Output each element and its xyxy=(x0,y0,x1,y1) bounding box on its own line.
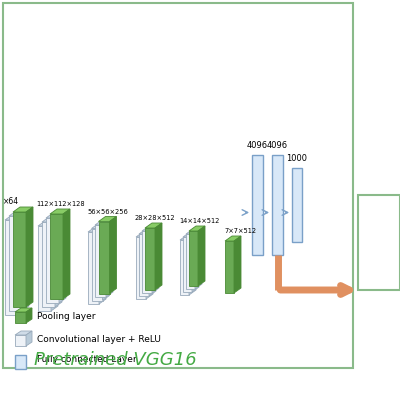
Polygon shape xyxy=(55,217,62,307)
Text: 56×56×256: 56×56×256 xyxy=(87,208,128,214)
Polygon shape xyxy=(155,223,162,290)
Bar xyxy=(272,155,283,255)
Text: ×64: ×64 xyxy=(3,197,19,206)
Polygon shape xyxy=(152,226,159,293)
Polygon shape xyxy=(26,207,33,307)
Bar xyxy=(292,168,302,242)
Polygon shape xyxy=(106,220,113,297)
Polygon shape xyxy=(186,234,195,289)
Polygon shape xyxy=(51,221,58,311)
Polygon shape xyxy=(98,222,110,294)
Polygon shape xyxy=(18,215,25,315)
Text: 7×7×512: 7×7×512 xyxy=(224,228,256,234)
Polygon shape xyxy=(92,228,102,300)
Polygon shape xyxy=(198,226,205,286)
Polygon shape xyxy=(145,223,162,228)
Polygon shape xyxy=(139,234,149,296)
Text: 28×28×512: 28×28×512 xyxy=(135,215,176,221)
Polygon shape xyxy=(50,214,63,299)
Text: 112×112×128: 112×112×128 xyxy=(36,201,85,207)
Polygon shape xyxy=(195,229,202,289)
Polygon shape xyxy=(180,240,189,295)
Bar xyxy=(252,155,263,255)
Text: Pretrained VGG16: Pretrained VGG16 xyxy=(34,351,196,369)
Text: 4096: 4096 xyxy=(267,141,288,150)
Polygon shape xyxy=(149,229,156,296)
Text: 1000: 1000 xyxy=(286,154,308,163)
Polygon shape xyxy=(5,220,18,315)
Polygon shape xyxy=(22,211,29,311)
Bar xyxy=(3,3,353,368)
Polygon shape xyxy=(98,216,116,222)
Polygon shape xyxy=(183,232,199,237)
Polygon shape xyxy=(186,229,202,234)
Polygon shape xyxy=(38,221,58,226)
Polygon shape xyxy=(9,216,22,311)
Polygon shape xyxy=(15,331,32,335)
Polygon shape xyxy=(136,232,153,237)
Polygon shape xyxy=(46,218,59,303)
Polygon shape xyxy=(50,209,70,214)
Polygon shape xyxy=(192,232,199,292)
Polygon shape xyxy=(146,232,153,299)
Text: 14×14×512: 14×14×512 xyxy=(179,218,219,224)
Polygon shape xyxy=(59,213,66,303)
Polygon shape xyxy=(63,209,70,299)
Bar xyxy=(358,195,400,290)
Polygon shape xyxy=(13,207,33,212)
Polygon shape xyxy=(102,224,110,300)
Polygon shape xyxy=(46,213,66,218)
Polygon shape xyxy=(5,215,25,220)
Polygon shape xyxy=(136,237,146,299)
Polygon shape xyxy=(26,308,32,323)
Polygon shape xyxy=(183,237,192,292)
Polygon shape xyxy=(225,241,234,293)
Polygon shape xyxy=(15,308,32,312)
Text: Fully connected Layer: Fully connected Layer xyxy=(37,355,137,364)
Polygon shape xyxy=(13,212,26,307)
Bar xyxy=(15,355,26,369)
Polygon shape xyxy=(26,331,32,346)
Polygon shape xyxy=(92,224,110,228)
Polygon shape xyxy=(189,226,205,231)
Polygon shape xyxy=(225,236,241,241)
Polygon shape xyxy=(95,225,106,297)
Text: Pooling layer: Pooling layer xyxy=(37,312,96,321)
Polygon shape xyxy=(95,220,113,225)
Polygon shape xyxy=(189,231,198,286)
Polygon shape xyxy=(180,235,196,240)
Polygon shape xyxy=(88,227,106,232)
Polygon shape xyxy=(99,227,106,304)
Polygon shape xyxy=(234,236,241,293)
Polygon shape xyxy=(189,235,196,295)
Polygon shape xyxy=(142,231,152,293)
Text: 4096: 4096 xyxy=(247,141,268,150)
Polygon shape xyxy=(42,222,55,307)
Polygon shape xyxy=(42,217,62,222)
Polygon shape xyxy=(15,312,26,323)
Polygon shape xyxy=(38,226,51,311)
Text: Convolutional layer + ReLU: Convolutional layer + ReLU xyxy=(37,335,161,344)
Polygon shape xyxy=(15,335,26,346)
Polygon shape xyxy=(145,228,155,290)
Polygon shape xyxy=(139,229,156,234)
Polygon shape xyxy=(9,211,29,216)
Polygon shape xyxy=(142,226,159,231)
Polygon shape xyxy=(88,232,99,304)
Polygon shape xyxy=(110,216,116,294)
